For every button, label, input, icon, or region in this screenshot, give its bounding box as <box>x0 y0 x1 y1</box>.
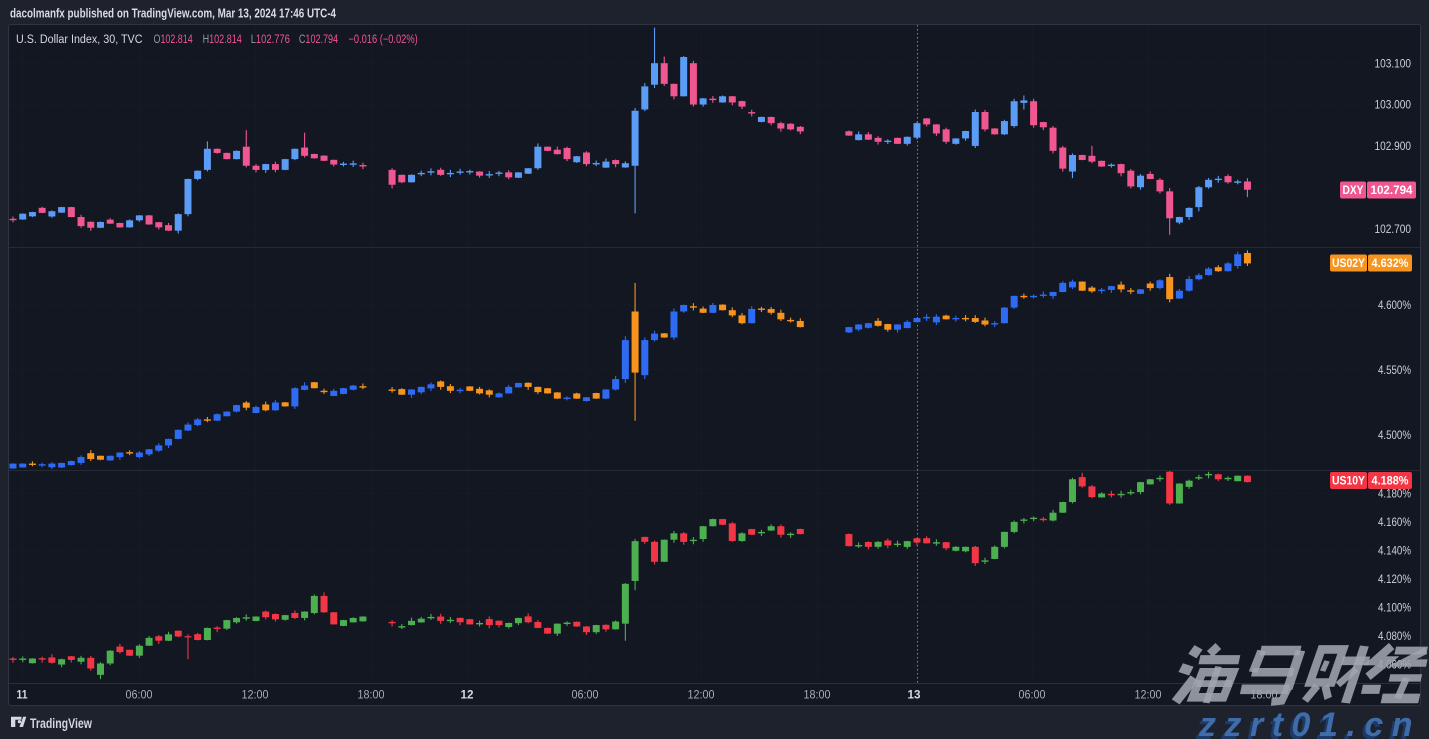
svg-text:−0.016 (−0.02%): −0.016 (−0.02%) <box>349 34 418 46</box>
svg-text:06:00: 06:00 <box>572 690 599 702</box>
svg-text:L102.776: L102.776 <box>251 34 290 46</box>
svg-text:DXY: DXY <box>1343 185 1364 197</box>
svg-text:4.120%: 4.120% <box>1378 574 1411 586</box>
svg-text:18:00: 18:00 <box>358 690 385 702</box>
svg-text:12: 12 <box>461 690 474 702</box>
svg-text:06:00: 06:00 <box>1019 690 1046 702</box>
svg-text:12:00: 12:00 <box>688 690 715 702</box>
svg-text:4.140%: 4.140% <box>1378 546 1411 558</box>
svg-text:O102.814: O102.814 <box>154 34 194 46</box>
svg-text:13: 13 <box>908 690 921 702</box>
svg-text:4.632%: 4.632% <box>1372 258 1409 270</box>
svg-text:dacolmanfx published on Tradin: dacolmanfx published on TradingView.com,… <box>10 7 336 21</box>
svg-text:18:00: 18:00 <box>804 690 831 702</box>
svg-text:4.188%: 4.188% <box>1372 476 1409 488</box>
svg-text:U.S. Dollar Index, 30, TVC: U.S. Dollar Index, 30, TVC <box>16 34 143 46</box>
svg-text:4.180%: 4.180% <box>1378 489 1411 501</box>
svg-text:C102.794: C102.794 <box>299 34 339 46</box>
svg-text:zzrt01.cn: zzrt01.cn <box>1198 706 1421 739</box>
svg-text:102.700: 102.700 <box>1375 224 1412 236</box>
svg-text:11: 11 <box>17 690 29 702</box>
svg-text:12:00: 12:00 <box>242 690 269 702</box>
svg-text:US02Y: US02Y <box>1332 258 1365 270</box>
svg-text:12:00: 12:00 <box>1135 690 1162 702</box>
svg-text:4.550%: 4.550% <box>1378 365 1411 377</box>
svg-text:4.160%: 4.160% <box>1378 517 1411 529</box>
svg-text:102.900: 102.900 <box>1375 141 1412 153</box>
svg-text:4.080%: 4.080% <box>1378 631 1411 643</box>
svg-text:TradingView: TradingView <box>30 716 92 731</box>
svg-text:102.794: 102.794 <box>1371 185 1414 197</box>
svg-text:4.600%: 4.600% <box>1378 300 1411 312</box>
svg-text:4.500%: 4.500% <box>1378 430 1411 442</box>
svg-text:103.100: 103.100 <box>1375 58 1412 70</box>
svg-text:4.100%: 4.100% <box>1378 603 1411 615</box>
svg-text:103.000: 103.000 <box>1375 100 1412 112</box>
svg-text:US10Y: US10Y <box>1332 476 1365 488</box>
svg-text:06:00: 06:00 <box>126 690 153 702</box>
svg-text:H102.814: H102.814 <box>203 34 243 46</box>
